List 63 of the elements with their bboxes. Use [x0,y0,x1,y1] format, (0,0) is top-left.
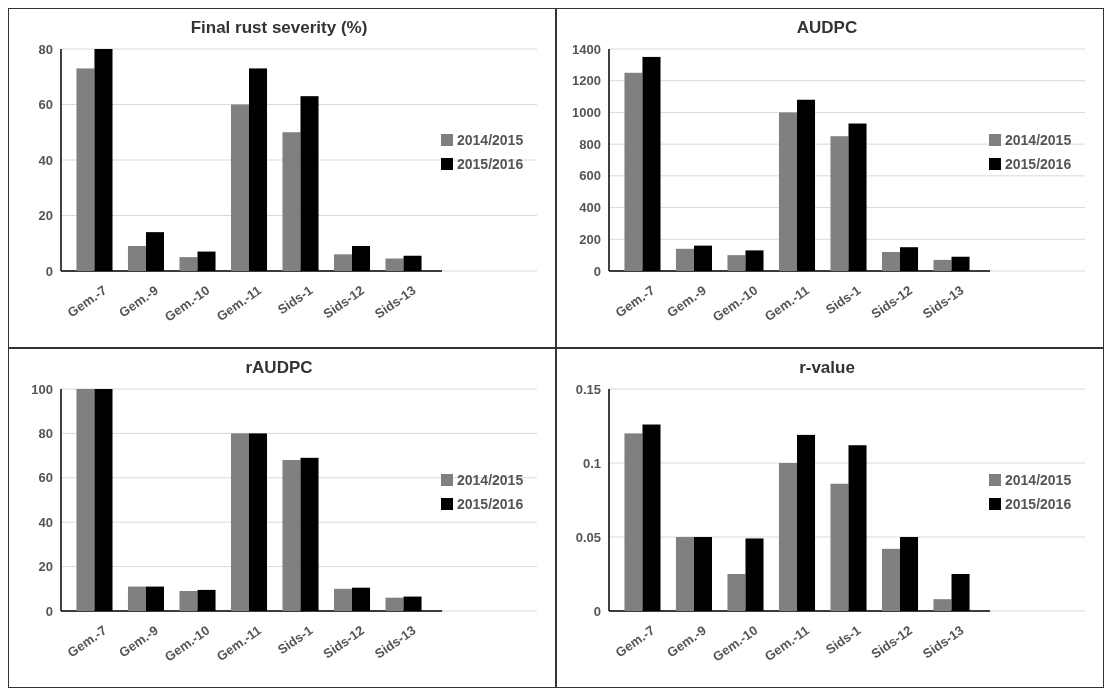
y-tick-label: 1200 [572,73,601,89]
bar [727,574,746,611]
legend-label: 2015/2016 [457,155,524,172]
bar [624,433,643,611]
y-tick-label: 40 [38,152,53,168]
y-tick-label: 200 [579,231,601,247]
y-tick-label: 800 [579,136,601,152]
bar [333,254,353,271]
bar [76,68,95,271]
bar [624,72,643,271]
bar [933,599,952,611]
bar [933,259,952,271]
y-tick-label: 600 [579,168,601,184]
bar [675,537,694,611]
chart-title: r-value [799,358,855,377]
bar [778,112,797,271]
legend-label: 2014/2015 [457,471,524,488]
legend-label: 2015/2016 [1005,495,1072,512]
y-tick-label: 0 [45,263,53,279]
bar [727,255,746,271]
y-tick-label: 100 [31,381,53,397]
bar [881,548,901,611]
bar [881,251,901,271]
y-tick-label: 20 [38,559,53,575]
y-tick-label: 0 [45,603,53,619]
bar [230,104,249,271]
bar [179,591,198,611]
legend-label: 2014/2015 [1005,471,1072,488]
y-tick-label: 0.1 [582,455,601,471]
bar [76,389,95,611]
legend-label: 2014/2015 [457,131,524,148]
bar [282,132,301,271]
y-tick-label: 60 [38,470,53,486]
bar [385,258,404,271]
y-tick-label: 0 [593,603,601,619]
y-tick-label: 20 [38,208,53,224]
bar [385,597,404,611]
y-tick-label: 400 [579,200,601,216]
y-tick-label: 0 [593,263,601,279]
y-tick-label: 60 [38,97,53,113]
chart-title: rAUDPC [245,358,313,377]
chart-title: Final rust severity (%) [190,18,368,37]
bar [830,136,849,271]
bar [830,483,849,611]
legend-label: 2014/2015 [1005,131,1072,148]
bar [282,460,301,611]
bar [127,246,146,271]
y-tick-label: 80 [38,41,53,57]
bar [230,433,249,611]
bar [778,463,797,611]
bar [675,248,694,271]
bar [179,257,198,271]
bar [127,586,146,611]
y-tick-label: 80 [38,425,53,441]
y-tick-label: 1000 [572,104,601,120]
y-tick-label: 0.05 [575,529,601,545]
y-tick-label: 0.15 [575,381,601,397]
y-tick-label: 1400 [572,41,601,57]
bar [333,588,353,611]
legend-label: 2015/2016 [1005,155,1072,172]
legend-label: 2015/2016 [457,495,524,512]
y-tick-label: 40 [38,514,53,530]
chart-title: AUDPC [796,18,858,37]
